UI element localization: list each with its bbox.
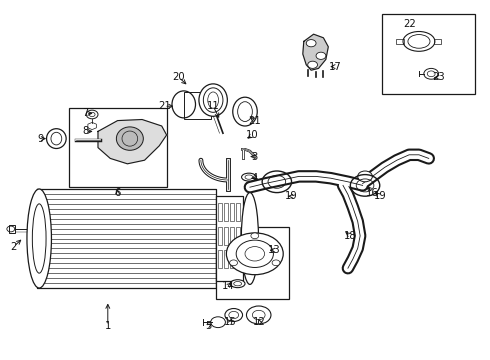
Text: 4: 4 (252, 173, 258, 183)
Bar (396, 39, 404, 44)
Bar (434, 39, 441, 44)
Text: 19: 19 (373, 191, 386, 201)
Bar (230, 250, 234, 268)
Text: 9: 9 (37, 134, 44, 144)
Circle shape (251, 233, 259, 239)
Text: 13: 13 (268, 245, 281, 255)
Bar (224, 203, 228, 221)
Circle shape (246, 306, 271, 324)
Ellipse shape (117, 127, 143, 150)
Bar (218, 250, 222, 268)
Circle shape (230, 260, 238, 266)
Text: 7: 7 (82, 108, 89, 118)
Ellipse shape (47, 129, 66, 148)
Text: 8: 8 (83, 126, 89, 136)
Bar (9, 225, 15, 233)
Polygon shape (98, 120, 167, 164)
Circle shape (226, 233, 283, 275)
Bar (230, 227, 234, 245)
Circle shape (358, 171, 372, 182)
Bar (218, 203, 222, 221)
Text: 5: 5 (205, 321, 212, 331)
Text: 11: 11 (207, 101, 220, 111)
Text: 10: 10 (246, 130, 259, 140)
Ellipse shape (199, 84, 227, 116)
Bar (224, 227, 228, 245)
Ellipse shape (242, 193, 259, 284)
Text: 17: 17 (329, 62, 342, 72)
Text: 6: 6 (114, 188, 121, 198)
Bar (382, 14, 475, 94)
Text: 16: 16 (366, 188, 379, 198)
Circle shape (306, 40, 316, 47)
Text: 21: 21 (248, 116, 261, 126)
Text: 18: 18 (344, 231, 357, 241)
Bar (216, 196, 243, 281)
Bar (224, 250, 228, 268)
Text: 21: 21 (158, 101, 171, 111)
Text: 3: 3 (252, 152, 258, 162)
Bar (218, 227, 222, 245)
Bar (236, 227, 240, 245)
Bar (184, 92, 211, 119)
Text: 14: 14 (221, 281, 234, 291)
Polygon shape (303, 34, 328, 70)
Circle shape (272, 260, 280, 266)
Bar (230, 203, 234, 221)
Text: 20: 20 (172, 72, 185, 82)
Bar (69, 108, 167, 187)
Text: 12: 12 (253, 317, 266, 327)
Ellipse shape (242, 173, 256, 181)
Bar (236, 250, 240, 268)
Text: 22: 22 (403, 19, 416, 30)
Text: 23: 23 (432, 72, 445, 82)
Text: 1: 1 (104, 321, 111, 331)
Circle shape (316, 52, 326, 59)
Text: 19: 19 (285, 191, 298, 201)
Text: 15: 15 (224, 317, 237, 327)
Ellipse shape (27, 189, 51, 288)
Bar (236, 203, 240, 221)
Ellipse shape (230, 280, 245, 288)
Text: 2: 2 (10, 242, 17, 252)
Circle shape (308, 61, 318, 68)
Bar (216, 227, 289, 299)
